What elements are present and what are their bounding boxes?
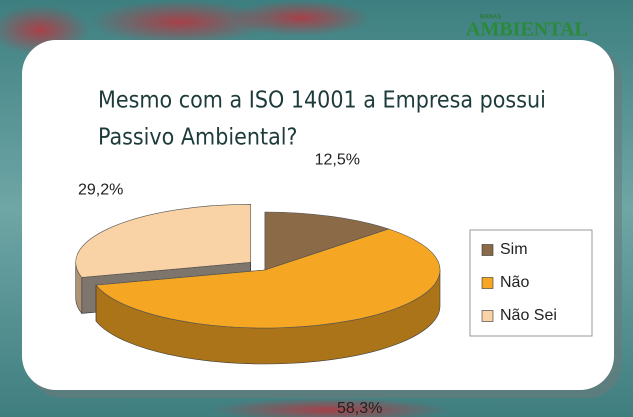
decoration (90, 0, 270, 44)
data-label: 58,3% (337, 400, 382, 417)
chart-title: Mesmo com a ISO 14001 a Empresa possui (98, 88, 546, 114)
decoration (210, 398, 450, 417)
slice (95, 228, 441, 329)
chart-title: Passivo Ambiental? (98, 125, 297, 151)
slice (75, 204, 252, 278)
data-label: 29,2% (78, 181, 123, 198)
legend-swatch (481, 244, 494, 256)
legend-label: Não Sei (500, 307, 557, 324)
legend-label: Não (500, 274, 529, 291)
decoration (230, 0, 370, 36)
legend-swatch (481, 310, 494, 322)
legend-swatch (481, 277, 494, 289)
slice (264, 211, 390, 271)
legend-label: Sim (500, 241, 528, 258)
logo-small: BANAS (480, 15, 501, 21)
data-label: 12,5% (315, 151, 360, 168)
logo: AMBIENTAL (466, 19, 588, 41)
